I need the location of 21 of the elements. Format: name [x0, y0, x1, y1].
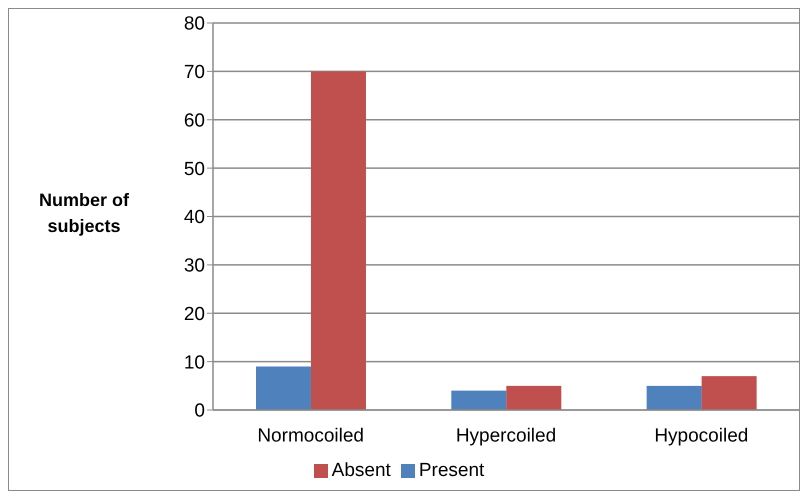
- y-tick-label: 30: [184, 256, 205, 277]
- legend-label: Absent: [332, 460, 391, 481]
- y-tick-label: 60: [184, 110, 205, 132]
- x-tick-label: Normocoiled: [257, 425, 364, 446]
- bar: [310, 71, 366, 410]
- y-tick-label: 50: [184, 158, 205, 180]
- y-tick-label: 10: [184, 352, 205, 374]
- y-axis-title: Number of subjects: [38, 189, 130, 238]
- bar: [646, 386, 702, 410]
- bar: [256, 366, 311, 410]
- y-tick-label: 80: [184, 14, 205, 35]
- y-tick-label: 40: [184, 207, 205, 228]
- bar: [702, 376, 757, 410]
- legend-label: Present: [418, 460, 484, 481]
- x-tick-label: Hypocoiled: [654, 425, 748, 446]
- bar: [506, 386, 562, 410]
- bar: [451, 390, 506, 410]
- x-tick-label: Hypercoiled: [456, 425, 556, 446]
- y-tick-label: 20: [184, 304, 205, 325]
- y-tick-label: 0: [194, 400, 205, 422]
- y-tick-label: 70: [184, 62, 205, 84]
